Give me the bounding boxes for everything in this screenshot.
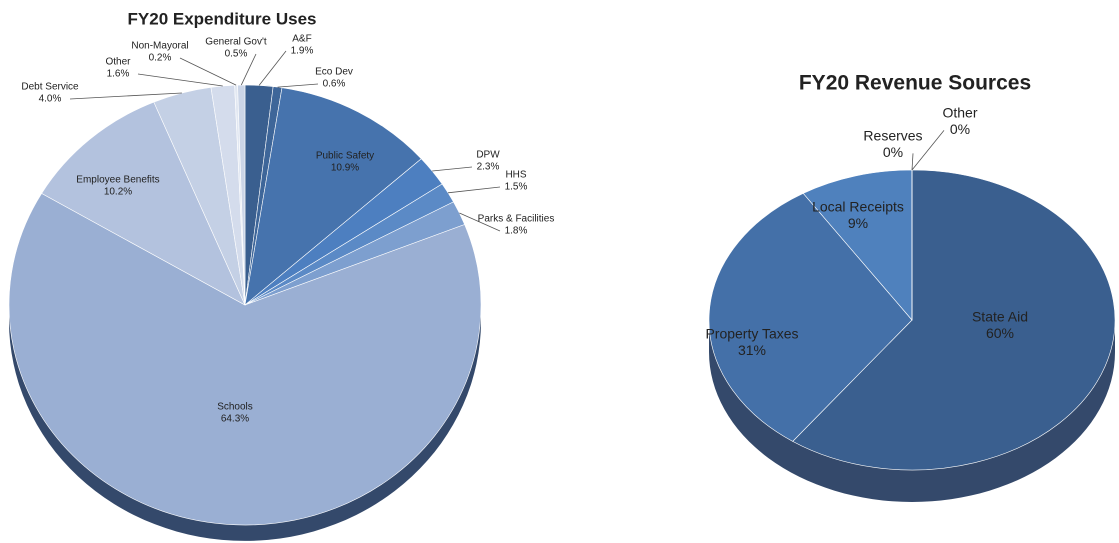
- leader-line: [447, 186, 501, 194]
- slice-value-label: 9%: [848, 215, 868, 231]
- slice-value-label: 1.5%: [505, 182, 528, 193]
- slice-value-label: 0.6%: [323, 79, 346, 90]
- slice-label: Schools: [217, 402, 253, 413]
- pie-slice: [792, 169, 1116, 471]
- slice-value-label: 4.0%: [39, 94, 62, 105]
- slice-label: Property Taxes: [705, 325, 798, 341]
- slice-label: HHS: [505, 170, 526, 181]
- slice-label: A&F: [292, 34, 311, 45]
- slice-label: Other: [105, 57, 131, 68]
- slice-value-label: 1.9%: [291, 46, 314, 57]
- leader-line: [137, 73, 223, 87]
- chart-title: FY20 Expenditure Uses: [128, 9, 317, 28]
- pie-side: [709, 320, 1115, 502]
- slice-value-label: 60%: [986, 325, 1014, 341]
- slice-label: Public Safety: [316, 151, 374, 162]
- slice-value-label: 0%: [883, 144, 903, 160]
- leader-line: [911, 130, 945, 171]
- slice-value-label: 0%: [950, 121, 970, 137]
- slice-label: Debt Service: [21, 82, 79, 93]
- pie-slice: [244, 87, 422, 306]
- slice-label: Employee Benefits: [76, 175, 159, 186]
- leader-line: [69, 92, 182, 100]
- slice-value-label: 10.2%: [104, 187, 132, 198]
- leader-line: [179, 57, 237, 86]
- pie-slice: [41, 101, 246, 306]
- slice-value-label: 64.3%: [221, 414, 249, 425]
- leader-line: [911, 153, 914, 171]
- slice-label: Reserves: [863, 127, 922, 143]
- slice-value-label: 2.3%: [477, 162, 500, 173]
- slice-value-label: 31%: [738, 342, 766, 358]
- slice-value-label: 1.6%: [107, 69, 130, 80]
- slice-label: State Aid: [972, 308, 1028, 324]
- slice-value-label: 0.5%: [225, 49, 248, 60]
- leader-line: [240, 53, 257, 86]
- slice-label: Other: [942, 104, 977, 120]
- slice-value-label: 0.2%: [149, 53, 172, 64]
- chart-title: FY20 Revenue Sources: [799, 72, 1031, 95]
- leader-line: [432, 166, 473, 172]
- slice-label: Local Receipts: [812, 198, 904, 214]
- slice-label: General Gov't: [205, 37, 267, 48]
- slice-label: Parks & Facilities: [478, 214, 555, 225]
- pie-slice: [237, 84, 246, 306]
- leader-line: [459, 212, 501, 232]
- leader-line: [277, 83, 319, 88]
- leader-line: [258, 50, 287, 86]
- pie-slice: [802, 169, 913, 321]
- slice-label: DPW: [476, 150, 500, 161]
- slice-value-label: 10.9%: [331, 163, 359, 174]
- slice-label: Non-Mayoral: [131, 41, 188, 52]
- pie-slice: [708, 192, 913, 442]
- slice-value-label: 1.8%: [505, 226, 528, 237]
- slice-label: Eco Dev: [315, 67, 353, 78]
- pie-slice: [8, 193, 482, 526]
